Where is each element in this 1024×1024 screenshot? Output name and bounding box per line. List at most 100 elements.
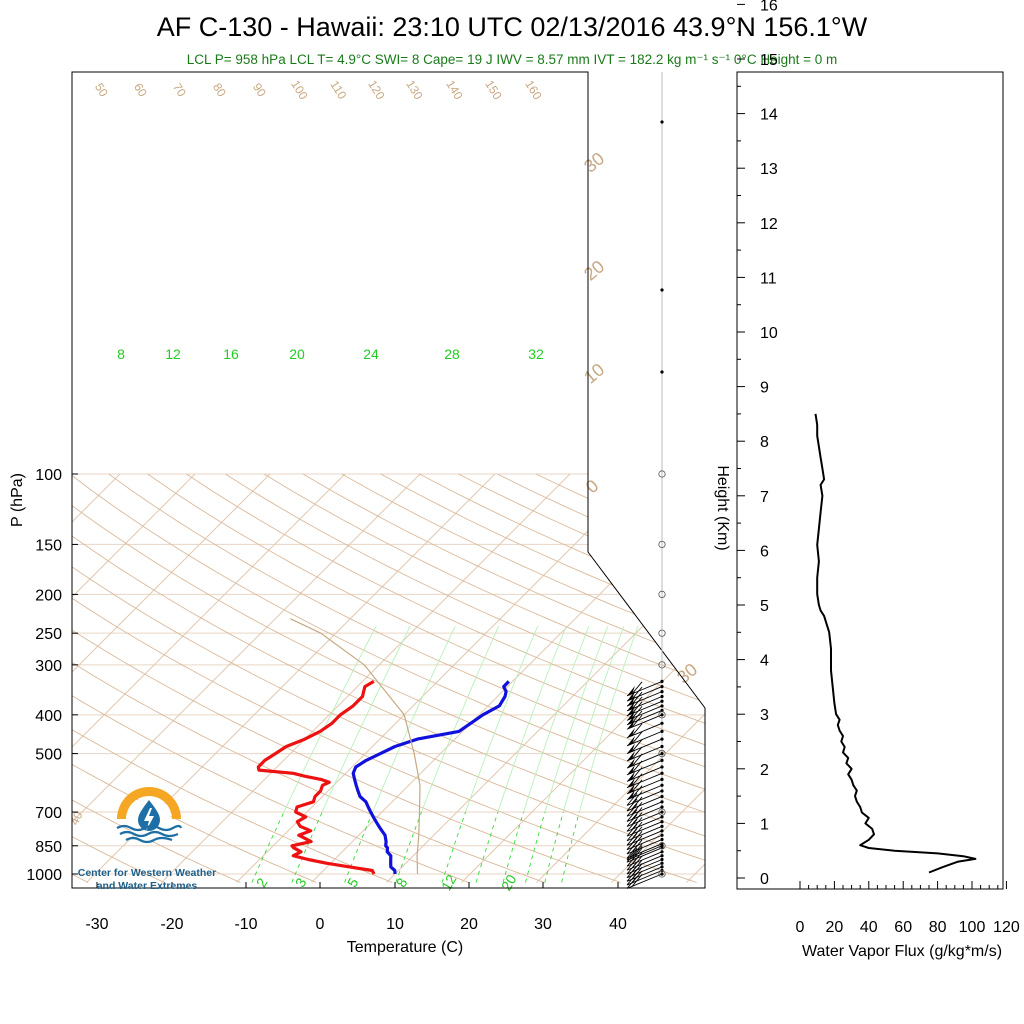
flux-x-tick-label: 80 bbox=[929, 919, 947, 936]
wind-barb-feather bbox=[631, 691, 643, 705]
isotherm-label-right: 30 bbox=[673, 659, 701, 687]
dry-adiabat-label: 120 bbox=[365, 78, 388, 103]
wind-barbs bbox=[626, 72, 666, 889]
wind-barb-feather bbox=[626, 814, 638, 827]
isotherm-line bbox=[72, 473, 196, 883]
isotherm-line bbox=[72, 473, 346, 883]
wind-barb-flag bbox=[627, 735, 636, 746]
dry-adiabat-label: 140 bbox=[443, 78, 466, 103]
flux-y-tick-label: 16 bbox=[760, 0, 778, 14]
mixing-ratio-line bbox=[465, 625, 539, 813]
y-tick-label: 100 bbox=[35, 467, 62, 484]
wind-level-marker bbox=[658, 808, 666, 816]
wind-barb-dot bbox=[660, 713, 664, 717]
x-tick-label: 0 bbox=[316, 916, 325, 933]
flux-y-tick-label: 1 bbox=[760, 816, 769, 833]
wind-barb-feather bbox=[626, 793, 638, 806]
mixing-ratio-line bbox=[283, 625, 377, 813]
mixing-ratio-line bbox=[502, 811, 525, 883]
dry-adiabat-line bbox=[72, 473, 469, 883]
y-tick-label: 150 bbox=[35, 537, 62, 554]
wind-level-marker bbox=[658, 590, 666, 599]
dewpoint-profile bbox=[351, 680, 510, 875]
wind-barb-feather bbox=[631, 714, 643, 728]
isotherm-line bbox=[386, 473, 705, 883]
wind-barb-flag bbox=[627, 758, 636, 769]
dry-adiabat-line bbox=[72, 473, 705, 883]
wind-barb-dot bbox=[660, 288, 664, 292]
dry-adiabat-line bbox=[72, 473, 241, 883]
wind-barb-dot bbox=[660, 800, 664, 804]
y-tick-label: 700 bbox=[35, 805, 62, 822]
mixing-ratio-label: 20 bbox=[289, 346, 305, 362]
dry-adiabat-label: 150 bbox=[482, 78, 505, 103]
dry-adiabat-line bbox=[147, 473, 705, 883]
flux-y-tick-label: 10 bbox=[760, 325, 778, 342]
wind-level-marker bbox=[658, 629, 666, 637]
mixing-ratio-line bbox=[562, 625, 625, 813]
x-tick-label: 20 bbox=[460, 916, 478, 933]
mixing-ratio-label: 32 bbox=[528, 346, 544, 362]
x-tick-label: 40 bbox=[609, 916, 627, 933]
mixing-ratio-label: 20 bbox=[498, 872, 520, 894]
dry-adiabat-label: 80 bbox=[210, 81, 229, 100]
wind-level-marker bbox=[658, 540, 666, 549]
dry-adiabat-line bbox=[0, 474, 12, 883]
wind-barb-dot bbox=[660, 854, 664, 858]
wind-barb-feather bbox=[631, 739, 643, 752]
isotherm-label-right: 10 bbox=[580, 359, 608, 387]
wind-barb-feather bbox=[631, 826, 643, 840]
dry-adiabat-label: 70 bbox=[170, 81, 189, 100]
logo: Center for Western Weather and Water Ext… bbox=[78, 787, 216, 892]
wind-barb-feather bbox=[631, 753, 643, 767]
mixing-ratio-line bbox=[441, 811, 467, 883]
wind-level-marker bbox=[658, 470, 666, 478]
wind-barb-dot bbox=[660, 789, 664, 793]
mixing-ratio-line bbox=[344, 811, 374, 883]
wind-barb-flag bbox=[627, 783, 636, 794]
mixing-ratio-label: 16 bbox=[223, 346, 239, 362]
wind-barb-dot bbox=[660, 857, 664, 862]
x-axis-label: Temperature (C) bbox=[347, 939, 463, 956]
flux-y-tick-label: 7 bbox=[760, 489, 769, 506]
x-tick-label: -20 bbox=[160, 916, 183, 933]
flux-y-tick-label: 4 bbox=[760, 653, 769, 670]
wind-barb-flag bbox=[627, 771, 636, 782]
y-tick-label: 200 bbox=[35, 587, 62, 604]
wind-barb-dot bbox=[660, 679, 664, 684]
wind-barb-flag bbox=[627, 743, 636, 754]
wind-barb-feather bbox=[631, 710, 643, 724]
wind-barb-dot bbox=[660, 765, 664, 769]
wind-level-marker bbox=[658, 711, 666, 719]
isotherm-label-right: 20 bbox=[580, 256, 608, 284]
y-tick-label: 250 bbox=[35, 626, 62, 643]
isotherm-label-right: 30 bbox=[580, 148, 608, 176]
wind-barb-feather bbox=[626, 809, 638, 822]
isotherm-line bbox=[762, 474, 1024, 882]
wind-barb-feather bbox=[631, 723, 643, 737]
wind-barb-feather bbox=[631, 835, 643, 848]
wind-barb-dot bbox=[660, 872, 664, 876]
mixing-ratio-line bbox=[523, 625, 590, 813]
wind-barb-dot bbox=[660, 824, 664, 828]
wind-barb-dot bbox=[660, 694, 664, 699]
wind-barb-feather bbox=[631, 817, 643, 830]
wind-barb-dot bbox=[660, 865, 664, 869]
chart-subtitle: LCL P= 958 hPa LCL T= 4.9°C SWI= 8 Cape=… bbox=[187, 52, 837, 67]
wind-barb-dot bbox=[660, 837, 664, 842]
wind-barb-dot bbox=[660, 708, 664, 713]
logo-line-2: and Water Extremes bbox=[97, 880, 198, 892]
dry-adiabat-line bbox=[225, 473, 705, 883]
wind-barb-feather bbox=[631, 796, 643, 810]
dry-adiabat-line bbox=[263, 473, 705, 883]
wind-barb-feather bbox=[626, 803, 638, 817]
wind-level-marker bbox=[658, 749, 666, 758]
flux-y-tick-label: 8 bbox=[760, 434, 769, 451]
y-tick-label: 300 bbox=[35, 658, 62, 675]
flux-y-tick-label: 5 bbox=[760, 598, 769, 615]
wind-barb-feather bbox=[631, 696, 643, 710]
flux-data bbox=[814, 413, 977, 874]
